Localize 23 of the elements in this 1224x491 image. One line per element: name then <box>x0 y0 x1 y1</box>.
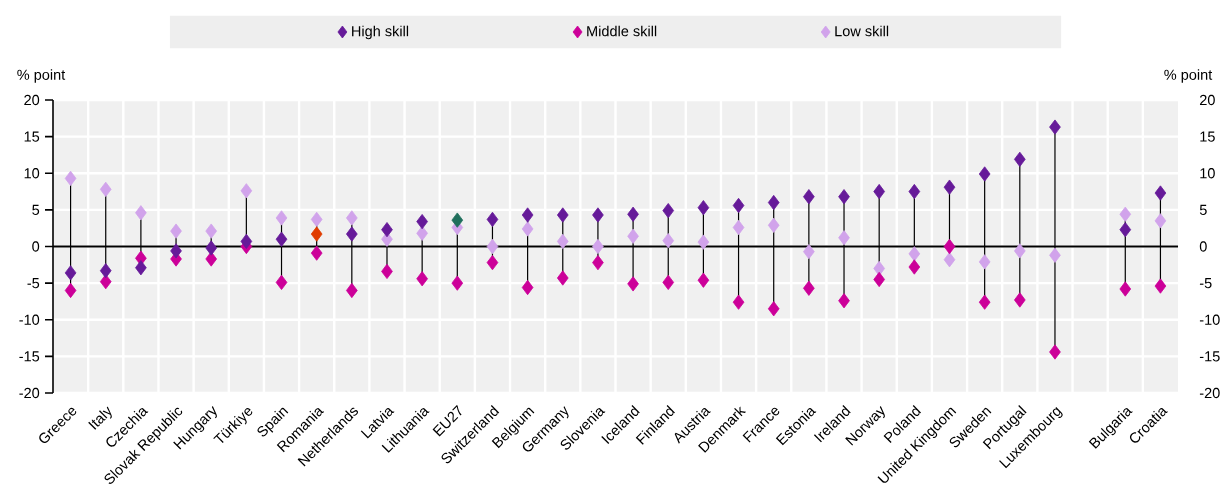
y-tick-label: -10 <box>19 314 40 325</box>
y2-tick-label: 20 <box>1199 94 1215 106</box>
y-tick-label: -20 <box>19 387 40 399</box>
y2-tick-label: -5 <box>1199 278 1212 289</box>
y-tick-label: -15 <box>19 351 40 362</box>
y2-tick-label: -15 <box>1199 351 1220 362</box>
y2-tick-label: -20 <box>1199 387 1220 399</box>
y-tick-label: 20 <box>24 94 40 106</box>
y-tick-label: 5 <box>32 204 40 215</box>
legend-label: High skill <box>352 25 409 40</box>
y-tick-label: 0 <box>32 241 40 252</box>
y2-tick-label: 0 <box>1199 241 1207 252</box>
legend-label: Middle skill <box>587 25 657 37</box>
y2-tick-label: 5 <box>1199 204 1207 215</box>
y2-tick-label: 15 <box>1200 131 1215 142</box>
y-tick-label: 15 <box>24 131 40 142</box>
legend-label: Low skill <box>835 25 889 37</box>
y-axis-title: % point <box>17 69 66 83</box>
y2-tick-label: 10 <box>1200 168 1215 179</box>
y-tick-label: -5 <box>27 278 40 289</box>
y2-tick-label: -10 <box>1199 314 1220 325</box>
y-tick-label: 10 <box>24 168 40 179</box>
y2-axis-title: % point <box>1164 69 1213 83</box>
